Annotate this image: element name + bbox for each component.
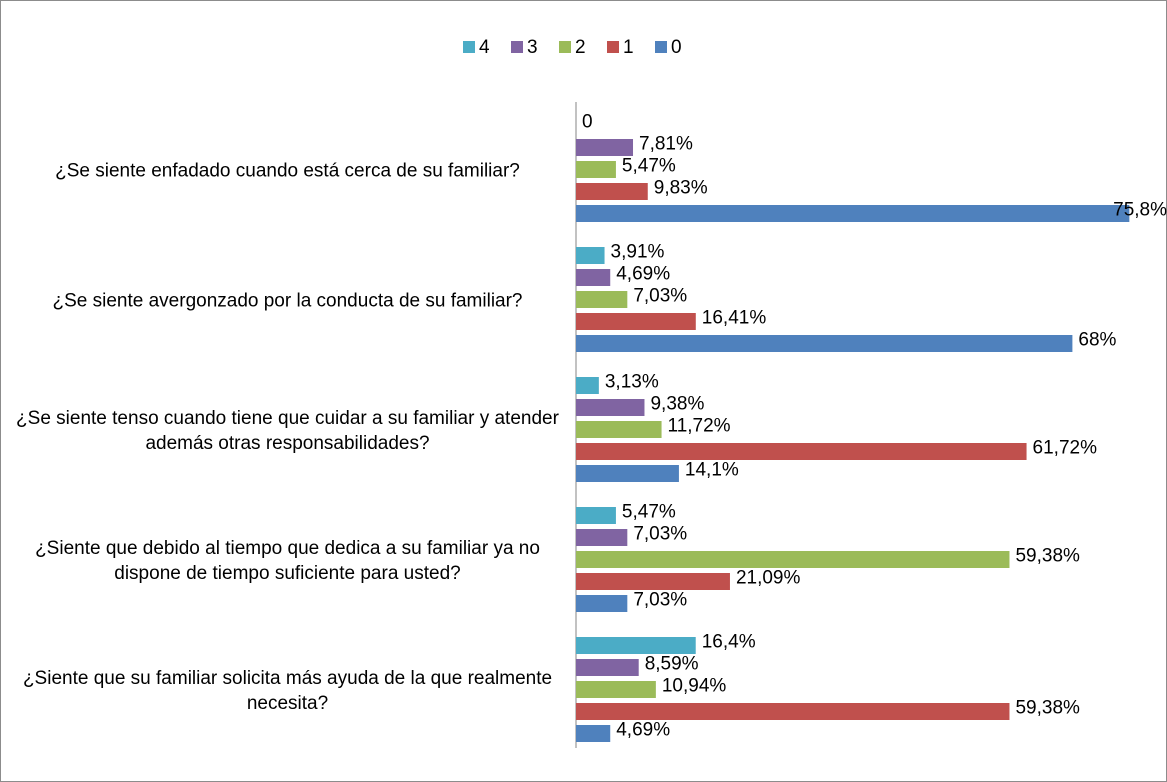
- legend-label: 0: [671, 37, 682, 58]
- data-label: 4,69%: [616, 264, 670, 285]
- legend-swatch: [559, 41, 571, 53]
- data-label: 16,41%: [702, 308, 767, 329]
- category-label: ¿Se siente tenso cuando tiene que cuidar…: [16, 408, 559, 454]
- category-label: ¿Se siente avergonzado por la conducta d…: [52, 290, 523, 312]
- data-label: 14,1%: [685, 460, 739, 481]
- bar: [576, 183, 648, 200]
- data-label: 9,83%: [654, 178, 708, 199]
- data-label: 21,09%: [736, 568, 801, 589]
- data-label: 5,47%: [622, 502, 676, 523]
- legend-label: 2: [575, 37, 586, 58]
- category-label: ¿Se siente enfadado cuando está cerca de…: [55, 160, 520, 182]
- bar: [576, 465, 679, 482]
- bar: [576, 139, 634, 156]
- bar: [576, 247, 605, 264]
- data-label: 16,4%: [702, 632, 756, 653]
- bar: [576, 421, 662, 438]
- data-label: 7,03%: [633, 590, 687, 611]
- data-label: 59,38%: [1015, 698, 1080, 719]
- data-label: 11,72%: [668, 416, 731, 437]
- data-label: 59,38%: [1015, 546, 1080, 567]
- data-label: 68%: [1078, 330, 1116, 351]
- data-label: 9,38%: [650, 394, 704, 415]
- bar: [576, 161, 616, 178]
- bar: [576, 595, 628, 612]
- category-label: ¿Siente que debido al tiempo que dedica …: [35, 538, 540, 584]
- bar: [576, 269, 611, 286]
- legend-swatch: [511, 41, 523, 53]
- bar: [576, 443, 1027, 460]
- bar: [576, 703, 1010, 720]
- bar: [576, 507, 616, 524]
- bar: [576, 313, 696, 330]
- data-label: 5,47%: [622, 156, 676, 177]
- data-label: 3,91%: [611, 242, 665, 263]
- bar: [576, 659, 639, 676]
- bar: [576, 573, 730, 590]
- bar: [576, 637, 696, 654]
- bar: [576, 205, 1130, 222]
- data-label: 10,94%: [662, 676, 727, 697]
- legend-label: 3: [527, 37, 538, 58]
- bar: [576, 529, 628, 546]
- legend-label: 1: [623, 37, 634, 58]
- category-label: ¿Siente que su familiar solicita más ayu…: [22, 668, 553, 714]
- data-label: 61,72%: [1033, 438, 1098, 459]
- bar: [576, 551, 1010, 568]
- data-label: 75,8%: [1113, 200, 1167, 221]
- data-label: 7,81%: [639, 134, 693, 155]
- data-label: 0: [582, 112, 593, 133]
- data-label: 7,03%: [633, 286, 687, 307]
- bar: [576, 725, 611, 742]
- data-label: 8,59%: [645, 654, 699, 675]
- data-label: 3,13%: [605, 372, 659, 393]
- bar: [576, 399, 645, 416]
- legend-swatch: [607, 41, 619, 53]
- legend-label: 4: [479, 37, 490, 58]
- legend-swatch: [463, 41, 475, 53]
- bar: [576, 377, 599, 394]
- bar: [576, 335, 1073, 352]
- legend-swatch: [655, 41, 667, 53]
- bar: [576, 291, 628, 308]
- bar: [576, 681, 656, 698]
- data-label: 4,69%: [616, 720, 670, 741]
- data-label: 7,03%: [633, 524, 687, 545]
